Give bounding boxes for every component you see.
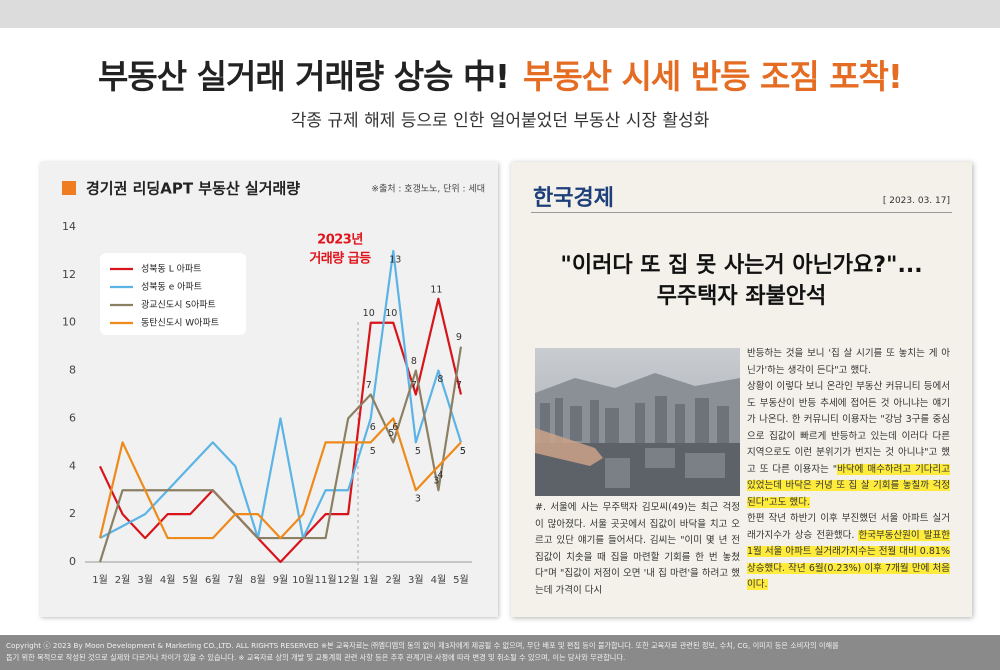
- data-label: 5: [388, 428, 394, 439]
- photo-caption: #. 서울에 사는 무주택자 김모씨(49)는 최근 걱정이 많아졌다. 서울 …: [535, 502, 740, 596]
- annotation: 2023년: [317, 233, 363, 248]
- paragraph: 한편 작년 하반기 이후 부진했던 서울 아파트 실거래가지수가 상승 전환했다…: [747, 511, 950, 594]
- paragraph: 반등하는 것을 보니 '집 살 시기를 또 놓치는 게 아닌가'하는 생각이 든…: [747, 346, 950, 379]
- x-tick-label: 10월: [292, 574, 314, 586]
- x-tick-label: 2월: [115, 574, 131, 586]
- title-marker: [62, 181, 76, 195]
- data-label: 5: [460, 446, 466, 457]
- x-tick-label: 4월: [431, 574, 447, 586]
- chart-panel: 경기권 리딩APT 부동산 실거래량 ※출처 : 호갱노노, 단위 : 세대 0…: [40, 162, 498, 617]
- x-tick-label: 5월: [182, 574, 198, 586]
- series-line: [98, 417, 462, 540]
- chart-title: 경기권 리딩APT 부동산 실거래량: [86, 180, 300, 198]
- x-tick-label: 11월: [315, 574, 337, 586]
- y-tick-label: 12: [62, 268, 76, 281]
- data-label: 5: [370, 446, 376, 457]
- page-title: 부동산 실거래 거래량 상승 中! 부동산 시세 반등 조짐 포착!: [0, 50, 1000, 98]
- x-tick-label: 3월: [408, 574, 424, 586]
- headline: "이러다 또 집 못 사는거 아닌가요?"... 무주택자 좌불안석: [511, 250, 972, 312]
- data-label: 10: [385, 308, 397, 319]
- legend-label: 동탄신도시 W아파트: [141, 318, 219, 329]
- data-label: 11: [430, 284, 442, 295]
- x-tick-label: 1월: [92, 574, 108, 586]
- y-tick-label: 8: [69, 364, 76, 377]
- body-text: 반등하는 것을 보니 '집 살 시기를 또 놓치는 게 아닌가'하는 생각이 든…: [747, 348, 950, 376]
- headline-line: "이러다 또 집 못 사는거 아닌가요?"...: [560, 253, 923, 278]
- data-label: 7: [366, 380, 372, 391]
- chart-source: ※출처 : 호갱노노, 단위 : 세대: [371, 183, 485, 195]
- title-part-highlight: 부동산 시세 반등 조짐 포착!: [523, 57, 903, 96]
- annotation: 거래량 급등: [309, 252, 371, 267]
- data-label: 5: [460, 446, 466, 457]
- data-label: 8: [411, 356, 417, 367]
- x-tick-label: 9월: [273, 574, 289, 586]
- legend-label: 광교신도시 S아파트: [141, 299, 216, 311]
- data-label: 7: [411, 380, 417, 391]
- footer: Copyright ⓒ 2023 By Moon Development & M…: [0, 635, 1000, 670]
- news-photo: [535, 348, 740, 496]
- series-line: [99, 297, 463, 564]
- legend-box: [100, 253, 246, 335]
- y-tick-label: 6: [69, 411, 76, 424]
- y-tick-label: 4: [69, 459, 76, 472]
- article-date: [ 2023. 03. 17]: [882, 196, 950, 206]
- body-text: 상황이 이렇다 보니 온라인 부동산 커뮤니티 등에서도 부동산이 반등 추세에…: [747, 381, 950, 475]
- legend-label: 성북동 e 아파트: [141, 282, 202, 293]
- series-line: [99, 249, 463, 540]
- y-tick-label: 10: [62, 316, 76, 329]
- body-text: 한편 작년 하반기 이후 부진했던 서울 아파트 실거래가지수가 상승 전환했다…: [747, 513, 950, 541]
- top-bar: [0, 0, 1000, 28]
- footer-line: 돕기 위한 목적으로 작성된 것으로 실제와 다르거나 차이가 있을 수 있습니…: [6, 653, 626, 662]
- x-tick-label: 6월: [205, 574, 221, 586]
- data-label: 10: [363, 308, 375, 319]
- paragraph: 상황이 이렇다 보니 온라인 부동산 커뮤니티 등에서도 부동산이 반등 추세에…: [747, 379, 950, 511]
- title-part: 부동산 실거래 거래량 상승 中!: [98, 57, 510, 96]
- data-label: 5: [415, 446, 421, 457]
- data-label: 3: [415, 494, 421, 505]
- data-label: 7: [456, 380, 462, 391]
- data-label: 6: [392, 422, 398, 433]
- data-label: 4: [437, 470, 443, 481]
- data-label: 8: [437, 374, 443, 385]
- data-label: 9: [456, 332, 462, 343]
- data-label: 6: [370, 422, 376, 433]
- x-tick-label: 7월: [228, 574, 244, 586]
- data-label: 13: [389, 254, 401, 265]
- headline-line: 무주택자 좌불안석: [656, 284, 827, 309]
- x-tick-label: 2월: [385, 574, 401, 586]
- article-body: 반등하는 것을 보니 '집 살 시기를 또 놓치는 게 아닌가'하는 생각이 든…: [747, 346, 950, 594]
- x-tick-label: 4월: [160, 574, 176, 586]
- chart: 경기권 리딩APT 부동산 실거래량 ※출처 : 호갱노노, 단위 : 세대 0…: [62, 180, 485, 586]
- header-rule: [531, 212, 952, 213]
- data-label: 3: [433, 476, 439, 487]
- y-tick-label: 2: [69, 507, 76, 520]
- subtitle: 각종 규제 해제 등으로 인한 얼어붙었던 부동산 시장 활성화: [290, 111, 710, 131]
- x-tick-label: 8월: [250, 574, 266, 586]
- y-tick-label: 14: [62, 220, 76, 233]
- newspaper-name: 한국경제: [533, 185, 614, 211]
- y-tick-label: 0: [69, 555, 76, 568]
- x-tick-label: 5월: [453, 574, 469, 586]
- footer-line: Copyright ⓒ 2023 By Moon Development & M…: [6, 641, 839, 650]
- news-clipping: 한국경제 [ 2023. 03. 17] "이러다 또 집 못 사는거 아닌가요…: [511, 162, 972, 617]
- x-tick-label: 3월: [137, 574, 153, 586]
- legend-label: 성북동 L 아파트: [141, 264, 201, 275]
- x-tick-label: 1월: [363, 574, 379, 586]
- x-tick-label: 12월: [337, 574, 359, 586]
